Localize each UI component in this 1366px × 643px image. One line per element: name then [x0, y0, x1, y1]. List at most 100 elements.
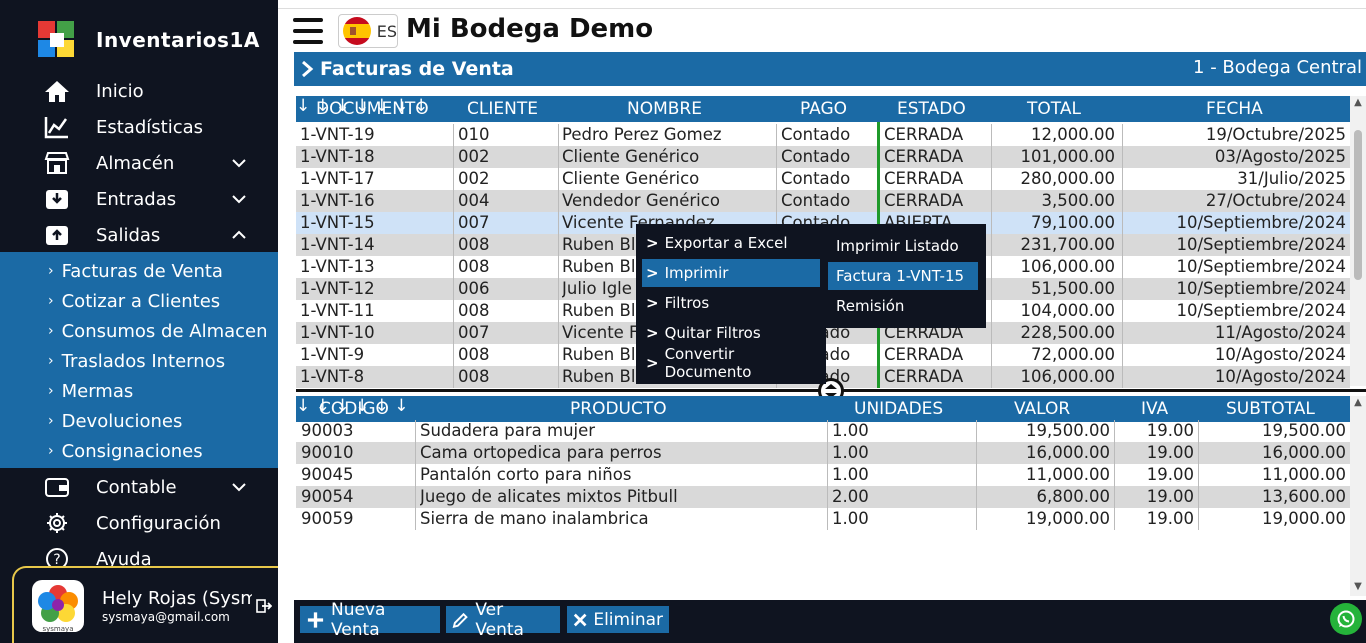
menu-item-exportar-excel[interactable]: > Exportar a Excel	[642, 229, 820, 257]
sidebar-item-configuracion[interactable]: Configuración	[0, 505, 278, 541]
table-row[interactable]: 1-VNT-19 010 Pedro Perez Gomez Contado CERRA…	[296, 124, 1350, 146]
chevron-down-icon	[232, 195, 246, 204]
sidebar-item-label: Almacén	[96, 152, 175, 174]
submenu-item-label: Consumos de Almacen	[61, 320, 268, 342]
sort-arrow-icon[interactable]: ↓	[335, 96, 350, 116]
invoices-scrollbar[interactable]: ▲	[1350, 96, 1366, 386]
column-header-nombre[interactable]: NOMBRE	[627, 98, 702, 120]
column-separator	[1122, 278, 1123, 300]
sidebar-item-inicio[interactable]: Inicio	[0, 73, 278, 109]
sidebar-item-ayuda[interactable]: ? Ayuda	[0, 541, 278, 577]
submenu-item-traslados[interactable]: › Traslados Internos	[48, 346, 225, 376]
table-cell: 231,700.00	[1020, 235, 1115, 254]
sort-arrow-icon[interactable]: ↓	[413, 96, 429, 116]
scroll-up-icon[interactable]: ▲	[1354, 97, 1362, 108]
sort-arrow-icon[interactable]: ↓	[296, 96, 311, 116]
label-text: Imprimir	[664, 264, 729, 282]
table-cell: Contado	[781, 147, 851, 166]
menu-item-convertir-documento[interactable]: > Convertir Documento	[642, 345, 820, 381]
table-cell: CERRADA	[884, 169, 964, 188]
column-separator	[1114, 442, 1115, 464]
submenu-item-label: Mermas	[61, 380, 134, 402]
column-separator	[453, 322, 454, 344]
submenu-item-consignaciones[interactable]: › Consignaciones	[48, 436, 203, 466]
table-row[interactable]: 90059 Sierra de mano inalambrica 1.00 19,00…	[296, 508, 1350, 530]
sort-arrow-icon[interactable]: ↓	[394, 396, 409, 416]
sidebar-item-salidas[interactable]: Salidas	[0, 217, 278, 253]
submenu-item-mermas[interactable]: › Mermas	[48, 376, 133, 406]
sort-arrow-icon[interactable]: ↓	[374, 396, 389, 416]
hamburger-menu-icon[interactable]	[293, 18, 323, 44]
table-cell: 2.00	[832, 487, 869, 506]
sidebar-item-almacen[interactable]: Almacén	[0, 145, 278, 181]
sidebar-item-contable[interactable]: Contable	[0, 469, 278, 505]
submenu-item-facturas-venta[interactable]: › Facturas de Venta	[48, 256, 223, 286]
sidebar-item-entradas[interactable]: Entradas	[0, 181, 278, 217]
table-row[interactable]: 1-VNT-18 002 Cliente Genérico Contado CERRAD…	[296, 146, 1350, 168]
menu-item-factura[interactable]: Factura 1-VNT-15	[828, 262, 978, 290]
sort-arrow-icon[interactable]: ↓	[394, 96, 409, 116]
view-sale-button[interactable]: Ver Venta	[446, 600, 560, 640]
column-separator	[415, 508, 416, 530]
details-scrollbar[interactable]: ▲ ▼	[1350, 396, 1366, 596]
chevron-down-icon	[232, 483, 246, 492]
column-header-fecha[interactable]: FECHA	[1206, 98, 1263, 120]
warehouse-label[interactable]: 1 - Bodega Central	[1193, 57, 1362, 78]
table-cell: Ruben Bl	[562, 301, 636, 320]
scroll-up-icon[interactable]: ▲	[1354, 397, 1362, 408]
scroll-thumb[interactable]	[1354, 130, 1362, 280]
avatar[interactable]: sysmaya	[32, 580, 84, 632]
column-header-subtotal[interactable]: SUBTOTAL	[1226, 398, 1315, 420]
column-separator	[827, 508, 828, 530]
column-header-total[interactable]: TOTAL	[1027, 98, 1081, 120]
table-row[interactable]: 1-VNT-17 002 Cliente Genérico Contado CERRAD…	[296, 168, 1350, 190]
sort-arrow-icon[interactable]: ↓	[315, 96, 330, 116]
logout-icon[interactable]	[256, 598, 272, 614]
language-selector[interactable]: ES	[338, 14, 398, 48]
submenu-item-consumos[interactable]: › Consumos de Almacen	[48, 316, 268, 346]
sort-arrow-icon[interactable]: ↓	[354, 396, 370, 416]
table-row[interactable]: 90003 Sudadera para mujer 1.00 19,500.00 19.…	[296, 420, 1350, 442]
menu-item-imprimir-listado[interactable]: Imprimir Listado	[828, 232, 978, 260]
column-separator	[558, 366, 559, 388]
sidebar-item-estadisticas[interactable]: Estadísticas	[0, 109, 278, 145]
column-header-estado[interactable]: ESTADO	[897, 98, 966, 120]
plus-icon	[307, 611, 324, 628]
delete-button[interactable]: Eliminar	[567, 606, 669, 633]
column-header-documento[interactable]: DOCUMENTO	[316, 98, 429, 120]
chevron-right-icon: ›	[48, 443, 54, 459]
column-header-iva[interactable]: IVA	[1141, 398, 1168, 420]
table-row[interactable]: 1-VNT-16 004 Vendedor Genérico Contado CERRA…	[296, 190, 1350, 212]
menu-item-imprimir[interactable]: > Imprimir	[642, 259, 820, 287]
sort-arrow-icon[interactable]: ↓	[354, 96, 370, 116]
menu-item-remision[interactable]: Remisión	[828, 292, 978, 320]
sort-arrow-icon[interactable]: ↓	[335, 396, 350, 416]
table-row[interactable]: 1-VNT-15 007 Vicente Fernandez Contado ABIER…	[296, 212, 1350, 234]
column-separator	[415, 442, 416, 464]
column-header-cliente[interactable]: CLIENTE	[467, 98, 538, 120]
sidebar-item-label: Salidas	[96, 224, 161, 246]
sort-arrow-icon[interactable]: ↓	[296, 396, 311, 416]
table-cell: 10/Septiembre/2024	[1176, 279, 1346, 298]
table-cell: 1.00	[832, 465, 869, 484]
table-row[interactable]: 90054 Juego de alicates mixtos Pitbull 2.0…	[296, 486, 1350, 508]
new-sale-button[interactable]: Nueva Venta	[300, 600, 440, 640]
whatsapp-icon[interactable]	[1330, 603, 1362, 635]
sort-arrow-icon[interactable]: ↓	[315, 396, 330, 416]
column-separator	[1122, 300, 1123, 322]
brand[interactable]: Inventarios1A	[38, 20, 260, 60]
menu-item-quitar-filtros[interactable]: > Quitar Filtros	[642, 319, 820, 347]
column-separator	[1114, 508, 1115, 530]
column-header-pago[interactable]: PAGO	[800, 98, 847, 120]
submenu-item-cotizar[interactable]: › Cotizar a Clientes	[48, 286, 220, 316]
table-row[interactable]: 90045 Pantalón corto para niños 1.00 11,000…	[296, 464, 1350, 486]
scroll-down-icon[interactable]: ▼	[1354, 581, 1362, 592]
column-header-valor[interactable]: VALOR	[1014, 398, 1070, 420]
column-header-unidades[interactable]: UNIDADES	[854, 398, 943, 420]
column-header-codigo[interactable]: CODIGO	[319, 398, 389, 420]
table-row[interactable]: 90010 Cama ortopedica para perros 1.00 16,0…	[296, 442, 1350, 464]
submenu-item-devoluciones[interactable]: › Devoluciones	[48, 406, 182, 436]
sort-arrow-icon[interactable]: ↓	[374, 96, 389, 116]
column-header-producto[interactable]: PRODUCTO	[570, 398, 667, 420]
menu-item-filtros[interactable]: > Filtros	[642, 289, 820, 317]
